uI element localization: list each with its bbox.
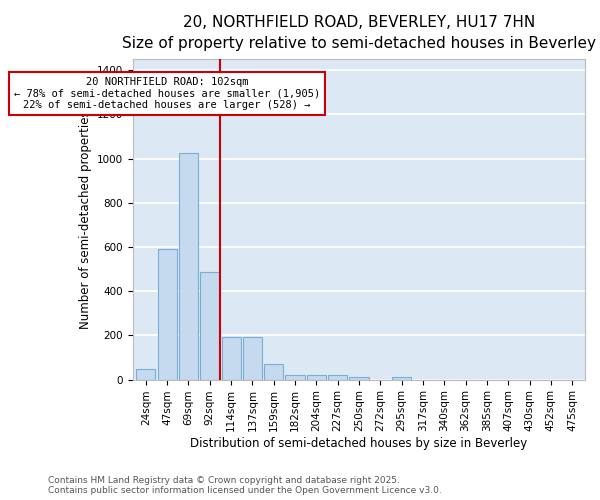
- Bar: [392, 378, 411, 380]
- Bar: [307, 375, 326, 380]
- Bar: [179, 153, 198, 380]
- Bar: [221, 337, 241, 380]
- Bar: [264, 364, 283, 380]
- Bar: [136, 369, 155, 380]
- Y-axis label: Number of semi-detached properties: Number of semi-detached properties: [79, 110, 92, 328]
- Bar: [349, 378, 368, 380]
- Bar: [243, 337, 262, 380]
- Bar: [200, 272, 220, 380]
- Bar: [158, 249, 177, 380]
- Bar: [286, 375, 305, 380]
- Title: 20, NORTHFIELD ROAD, BEVERLEY, HU17 7HN
Size of property relative to semi-detach: 20, NORTHFIELD ROAD, BEVERLEY, HU17 7HN …: [122, 15, 596, 51]
- X-axis label: Distribution of semi-detached houses by size in Beverley: Distribution of semi-detached houses by …: [190, 437, 527, 450]
- Text: 20 NORTHFIELD ROAD: 102sqm
← 78% of semi-detached houses are smaller (1,905)
22%: 20 NORTHFIELD ROAD: 102sqm ← 78% of semi…: [14, 77, 320, 110]
- Text: Contains HM Land Registry data © Crown copyright and database right 2025.
Contai: Contains HM Land Registry data © Crown c…: [48, 476, 442, 495]
- Bar: [328, 375, 347, 380]
